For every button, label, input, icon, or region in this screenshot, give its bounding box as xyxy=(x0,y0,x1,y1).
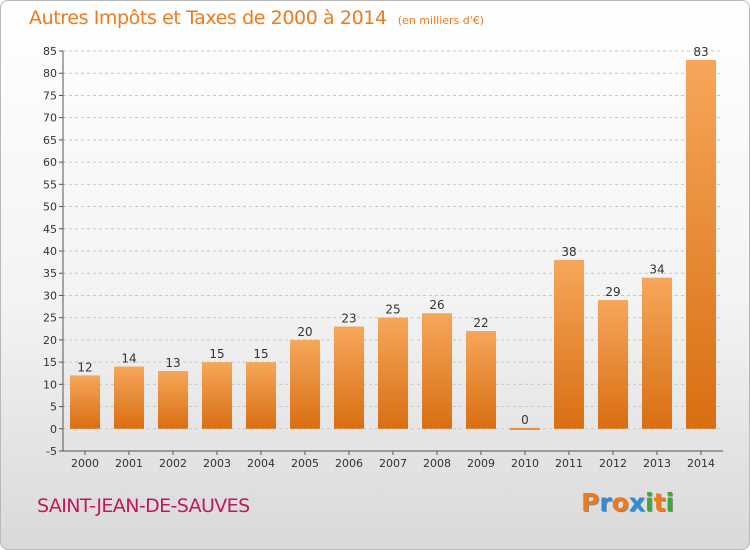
title-row: Autres Impôts et Taxes de 2000 à 2014 (e… xyxy=(29,7,484,29)
y-tick-label: 45 xyxy=(43,223,57,236)
y-tick-label: 25 xyxy=(43,312,57,325)
commune-name: SAINT-JEAN-DE-SAUVES xyxy=(37,495,250,517)
bar xyxy=(642,277,672,429)
bar-value-label: 34 xyxy=(649,263,664,277)
bar-value-label: 83 xyxy=(693,45,708,59)
x-tick-label: 2005 xyxy=(291,457,319,470)
y-tick-label: 80 xyxy=(43,67,57,80)
logo-letter: r xyxy=(599,488,612,517)
bar-value-label: 20 xyxy=(297,325,312,339)
bar-value-label: 23 xyxy=(341,312,356,326)
x-tick-label: 2001 xyxy=(115,457,143,470)
y-tick-label: 40 xyxy=(43,245,57,258)
y-tick-label: 20 xyxy=(43,334,57,347)
y-tick-label: 50 xyxy=(43,201,57,214)
x-tick-label: 2002 xyxy=(159,457,187,470)
bar xyxy=(114,366,144,429)
chart-subtitle: (en milliers d'€) xyxy=(397,14,485,27)
y-tick-label: 65 xyxy=(43,134,57,147)
bar xyxy=(554,259,584,429)
bar xyxy=(290,339,320,429)
bar-value-label: 13 xyxy=(165,356,180,370)
x-tick-label: 2014 xyxy=(687,457,715,470)
y-tick-label: 60 xyxy=(43,156,57,169)
bar-value-label: 15 xyxy=(253,347,268,361)
logo-letter: i xyxy=(645,488,654,517)
x-tick-label: 2003 xyxy=(203,457,231,470)
y-tick-label: 30 xyxy=(43,289,57,302)
x-tick-label: 2011 xyxy=(555,457,583,470)
x-tick-label: 2000 xyxy=(71,457,99,470)
bar xyxy=(378,317,408,429)
bar xyxy=(70,375,100,429)
y-tick-label: 35 xyxy=(43,267,57,280)
bar xyxy=(334,326,364,429)
bar xyxy=(422,313,452,429)
logo-letter: t xyxy=(653,488,666,517)
x-tick-label: 2006 xyxy=(335,457,363,470)
x-tick-label: 2012 xyxy=(599,457,627,470)
y-tick-label: 15 xyxy=(43,356,57,369)
bar xyxy=(202,362,232,429)
y-tick-label: 10 xyxy=(43,378,57,391)
x-tick-label: 2009 xyxy=(467,457,495,470)
x-tick-label: 2008 xyxy=(423,457,451,470)
bar-value-label: 25 xyxy=(385,303,400,317)
x-tick-label: 2004 xyxy=(247,457,275,470)
logo-letter: i xyxy=(665,488,675,517)
bar xyxy=(158,371,188,429)
bar xyxy=(510,427,540,430)
bar xyxy=(246,362,276,429)
y-tick-label: 5 xyxy=(50,401,57,414)
bar-value-label: 0 xyxy=(521,413,529,427)
bar xyxy=(686,59,716,429)
bar-value-label: 22 xyxy=(473,316,488,330)
bar-value-label: 15 xyxy=(209,347,224,361)
x-tick-label: 2010 xyxy=(511,457,539,470)
x-tick-label: 2013 xyxy=(643,457,671,470)
logo-letter: x xyxy=(628,488,645,517)
bar xyxy=(466,331,496,429)
chart-title: Autres Impôts et Taxes de 2000 à 2014 xyxy=(29,7,387,29)
bar-value-label: 26 xyxy=(429,298,444,312)
x-tick-label: 2007 xyxy=(379,457,407,470)
logo-letter: o xyxy=(611,488,629,517)
logo-letter: P xyxy=(581,488,600,517)
y-tick-label: 0 xyxy=(50,423,57,436)
y-tick-label: -5 xyxy=(46,445,57,458)
bar-value-label: 29 xyxy=(605,285,620,299)
proxiti-logo: Proxiti xyxy=(581,488,674,517)
bar-value-label: 14 xyxy=(121,352,136,366)
y-tick-label: 85 xyxy=(43,45,57,58)
y-tick-label: 70 xyxy=(43,112,57,125)
bar-value-label: 12 xyxy=(77,360,92,374)
bar-value-label: 38 xyxy=(561,245,576,259)
bar xyxy=(598,299,628,429)
y-tick-label: 75 xyxy=(43,89,57,102)
y-tick-label: 55 xyxy=(43,178,57,191)
